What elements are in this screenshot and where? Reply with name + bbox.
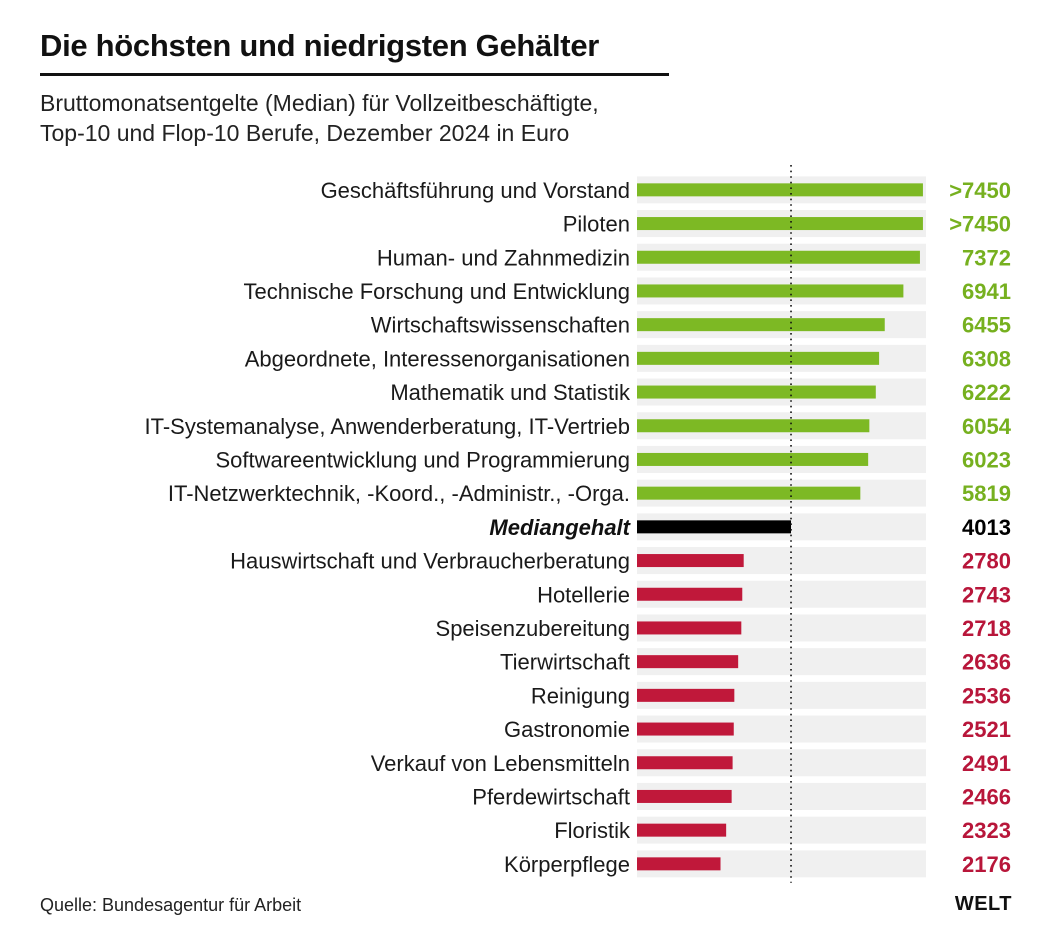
value-label-human-und-zahnmedizin: 7372 (962, 245, 1011, 270)
category-label-human-und-zahnmedizin: Human- und Zahnmedizin (377, 245, 630, 270)
chart-title: Die höchsten und niedrigsten Gehälter (40, 28, 600, 63)
category-label-technische-forschung-und-entwicklung: Technische Forschung und Entwicklung (244, 279, 630, 304)
bar-abgeordnete-interessenorganisationen (637, 351, 880, 365)
value-label-piloten: >7450 (949, 212, 1011, 237)
bar-mediangehalt (637, 520, 792, 534)
value-label-pferdewirtschaft: 2466 (962, 784, 1011, 809)
bar-human-und-zahnmedizin (637, 250, 920, 264)
value-label-it-netzwerktechnik-koord-administr-orga: 5819 (962, 481, 1011, 506)
value-label-hauswirtschaft-und-verbraucherberatung: 2780 (962, 549, 1011, 574)
category-label-abgeordnete-interessenorganisationen: Abgeordnete, Interessenorganisationen (245, 346, 630, 371)
category-label-tierwirtschaft: Tierwirtschaft (500, 650, 630, 675)
value-label-reinigung: 2536 (962, 683, 1011, 708)
value-label-softwareentwicklung-und-programmierung: 6023 (962, 447, 1011, 472)
category-label-it-systemanalyse-anwenderberatung-it-vertrieb: IT-Systemanalyse, Anwenderberatung, IT-V… (145, 414, 630, 439)
bar-floristik (637, 823, 727, 837)
bar-wirtschaftswissenschaften (637, 318, 885, 332)
value-label-hotellerie: 2743 (962, 582, 1011, 607)
value-label-layer: >7450 >7450 7372 6941 6455 6308 6222 6054 6023 58… (949, 178, 1012, 877)
category-label-pferdewirtschaft: Pferdewirtschaft (472, 784, 630, 809)
category-label-softwareentwicklung-und-programmierung: Softwareentwicklung und Programmierung (215, 447, 630, 472)
category-label-reinigung: Reinigung (531, 683, 630, 708)
category-label-wirtschaftswissenschaften: Wirtschaftswissenschaften (371, 313, 630, 338)
value-label-verkauf-von-lebensmitteln: 2491 (962, 751, 1011, 776)
category-label-layer: Geschäftsführung und Vorstand Piloten Huma… (145, 178, 632, 877)
bar-reinigung (637, 688, 735, 702)
value-label-gastronomie: 2521 (962, 717, 1011, 742)
value-label-floristik: 2323 (962, 818, 1011, 843)
bar-hauswirtschaft-und-verbraucherberatung (637, 554, 744, 568)
value-label-körperpflege: 2176 (962, 852, 1011, 877)
category-label-piloten: Piloten (563, 212, 630, 237)
category-label-geschäftsführung-und-vorstand: Geschäftsführung und Vorstand (321, 178, 630, 203)
bar-verkauf-von-lebensmitteln (637, 756, 733, 770)
value-label-wirtschaftswissenschaften: 6455 (962, 313, 1011, 338)
category-label-körperpflege: Körperpflege (504, 852, 630, 877)
bar-körperpflege (637, 857, 721, 871)
category-label-mathematik-und-statistik: Mathematik und Statistik (390, 380, 631, 405)
value-label-abgeordnete-interessenorganisationen: 6308 (962, 346, 1011, 371)
bar-technische-forschung-und-entwicklung (637, 284, 904, 298)
category-label-floristik: Floristik (554, 818, 631, 843)
category-label-hotellerie: Hotellerie (537, 582, 630, 607)
value-label-tierwirtschaft: 2636 (962, 650, 1011, 675)
category-label-mediangehalt: Mediangehalt (489, 515, 631, 540)
chart-subtitle-line-1: Bruttomonatsentgelte (Median) für Vollze… (40, 90, 599, 116)
value-label-it-systemanalyse-anwenderberatung-it-vertrieb: 6054 (962, 414, 1012, 439)
bar-speisenzubereitung (637, 621, 742, 635)
title-divider (40, 73, 669, 76)
bar-softwareentwicklung-und-programmierung (637, 452, 869, 466)
bar-layer (637, 183, 923, 871)
bar-it-netzwerktechnik-koord-administr-orga (637, 486, 861, 500)
category-label-gastronomie: Gastronomie (504, 717, 630, 742)
bar-geschäftsführung-und-vorstand (637, 183, 923, 197)
bar-it-systemanalyse-anwenderberatung-it-vertrieb (637, 419, 870, 433)
category-label-speisenzubereitung: Speisenzubereitung (436, 616, 630, 641)
bar-pferdewirtschaft (637, 789, 732, 803)
bar-mathematik-und-statistik (637, 385, 876, 399)
category-label-hauswirtschaft-und-verbraucherberatung: Hauswirtschaft und Verbraucherberatung (230, 549, 630, 574)
source-note: Quelle: Bundesagentur für Arbeit (40, 895, 302, 915)
bar-piloten (637, 217, 923, 231)
chart-subtitle-line-2: Top-10 und Flop-10 Berufe, Dezember 2024… (40, 120, 570, 146)
category-label-verkauf-von-lebensmitteln: Verkauf von Lebensmitteln (371, 751, 630, 776)
value-label-mediangehalt: 4013 (962, 515, 1011, 540)
value-label-geschäftsführung-und-vorstand: >7450 (949, 178, 1011, 203)
value-label-mathematik-und-statistik: 6222 (962, 380, 1011, 405)
welt-logo: WELT (954, 893, 1012, 915)
category-label-it-netzwerktechnik-koord-administr-orga: IT-Netzwerktechnik, -Koord., -Administr.… (168, 481, 630, 506)
value-label-speisenzubereitung: 2718 (962, 616, 1011, 641)
bar-gastronomie (637, 722, 734, 736)
bar-tierwirtschaft (637, 655, 739, 669)
value-label-technische-forschung-und-entwicklung: 6941 (962, 279, 1011, 304)
bar-hotellerie (637, 587, 743, 601)
